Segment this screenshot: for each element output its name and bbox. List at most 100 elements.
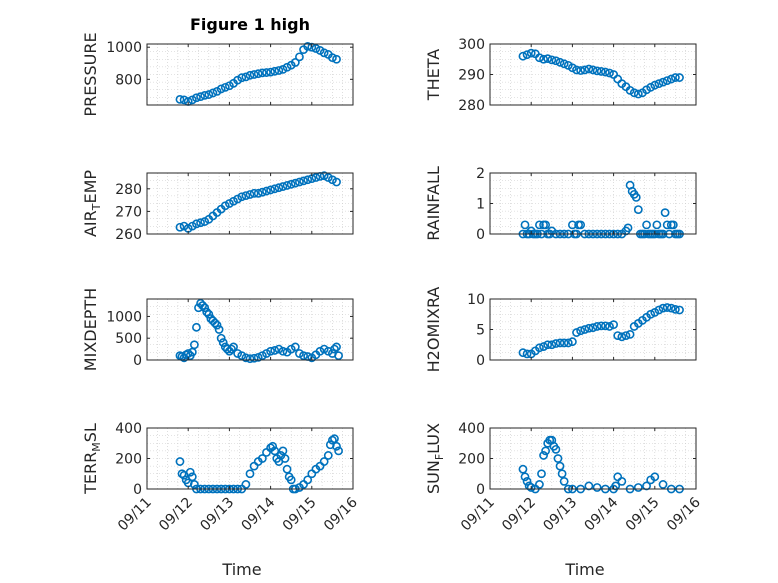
y-tick-label: 500 <box>115 331 142 347</box>
data-point <box>652 220 662 230</box>
data-point <box>332 177 341 187</box>
y-tick-label: 200 <box>115 452 142 468</box>
subplot-pressure: 800 1000 PRESSURE <box>81 32 354 117</box>
data-point <box>633 89 643 99</box>
data-point <box>629 88 639 98</box>
data-point <box>543 54 553 64</box>
data-point <box>303 42 313 51</box>
y-axis-label: RAINFALL <box>424 166 443 241</box>
data-point <box>262 68 271 77</box>
y-axis-label: MIXDEPTH <box>81 288 100 371</box>
data-point <box>671 73 680 82</box>
data-point <box>311 44 321 53</box>
data-point <box>572 328 581 337</box>
y-tick-label: 10 <box>467 292 485 308</box>
grid <box>490 428 696 489</box>
axes-box <box>146 43 354 106</box>
data-point <box>208 88 218 98</box>
data-point <box>175 94 185 104</box>
data-point <box>547 55 557 65</box>
data-point <box>189 480 199 489</box>
data-point <box>274 183 284 193</box>
data-point <box>605 68 614 78</box>
data-point <box>555 461 565 471</box>
data-point <box>237 73 247 83</box>
grid <box>490 299 696 360</box>
x-tick-label: 09/15 <box>623 495 663 535</box>
subplot-h2omixra: 0 5 10 H2OMIXRA <box>424 287 697 373</box>
x-tick-label: 09/13 <box>540 495 580 535</box>
axes-box <box>146 298 354 361</box>
x-tick-label: 09/13 <box>197 495 237 535</box>
data-point <box>520 220 530 230</box>
data-point <box>559 338 569 348</box>
y-tick-label: 260 <box>115 227 142 243</box>
data-point <box>270 184 280 194</box>
data-point <box>553 454 563 463</box>
data-point <box>218 338 228 347</box>
y-tick-label: 2 <box>476 166 485 182</box>
data-point <box>334 446 343 456</box>
data-point <box>299 351 308 361</box>
data-point <box>241 353 251 363</box>
data-series <box>175 298 343 364</box>
data-point <box>332 54 341 64</box>
y-tick-label: 290 <box>458 68 485 84</box>
data-point <box>658 77 668 87</box>
data-point <box>660 208 670 218</box>
data-point <box>220 82 230 92</box>
data-point <box>249 353 259 363</box>
y-axis-label: H2OMIXRA <box>424 287 443 373</box>
data-point <box>253 69 263 79</box>
data-point <box>613 331 623 340</box>
data-point <box>323 451 333 460</box>
subplot-sun-flux: 0 200 400 09/11 09/12 09/13 09/14 09/15 09/16 SUN… <box>424 421 704 534</box>
data-point <box>535 480 544 489</box>
data-point <box>245 354 255 364</box>
x-tick-label: 09/16 <box>664 494 704 534</box>
data-point <box>541 446 551 456</box>
grid <box>147 173 353 234</box>
data-point <box>654 305 664 315</box>
data-point <box>278 182 288 191</box>
x-tick-label: 09/12 <box>156 495 196 535</box>
data-point <box>666 74 676 84</box>
data-point <box>202 307 212 317</box>
data-point <box>547 340 557 350</box>
data-point <box>177 469 187 479</box>
data-point <box>196 218 205 228</box>
data-point <box>229 342 238 352</box>
data-point <box>572 65 581 75</box>
data-point <box>518 51 528 61</box>
y-tick-label: 0 <box>133 482 142 498</box>
data-point <box>198 301 208 310</box>
data-point <box>662 76 672 85</box>
data-point <box>580 65 590 75</box>
data-point <box>535 343 544 353</box>
data-point <box>675 305 684 315</box>
data-point <box>311 173 321 182</box>
data-point <box>600 321 610 331</box>
data-point <box>274 66 284 75</box>
data-point <box>609 320 618 330</box>
subplot-terr-msl: 0 200 400 09/11 09/12 09/13 09/14 09/15 09/16 TER… <box>81 421 361 534</box>
data-point <box>611 481 621 491</box>
figure-title: Figure 1 high <box>190 15 310 34</box>
data-point <box>249 188 259 198</box>
data-point <box>522 349 532 359</box>
data-point <box>179 95 189 105</box>
data-point <box>671 304 680 314</box>
data-point <box>621 331 631 340</box>
data-point <box>642 481 651 491</box>
y-tick-label: 0 <box>476 353 485 369</box>
data-point <box>330 344 339 354</box>
data-point <box>253 188 263 198</box>
data-point <box>192 93 201 103</box>
x-tick-label: 09/16 <box>321 494 361 534</box>
data-point <box>617 476 627 486</box>
data-point <box>646 309 656 319</box>
y-tick-label: 300 <box>458 37 485 53</box>
data-point <box>270 446 280 456</box>
data-point <box>262 186 271 196</box>
data-point <box>210 318 220 328</box>
